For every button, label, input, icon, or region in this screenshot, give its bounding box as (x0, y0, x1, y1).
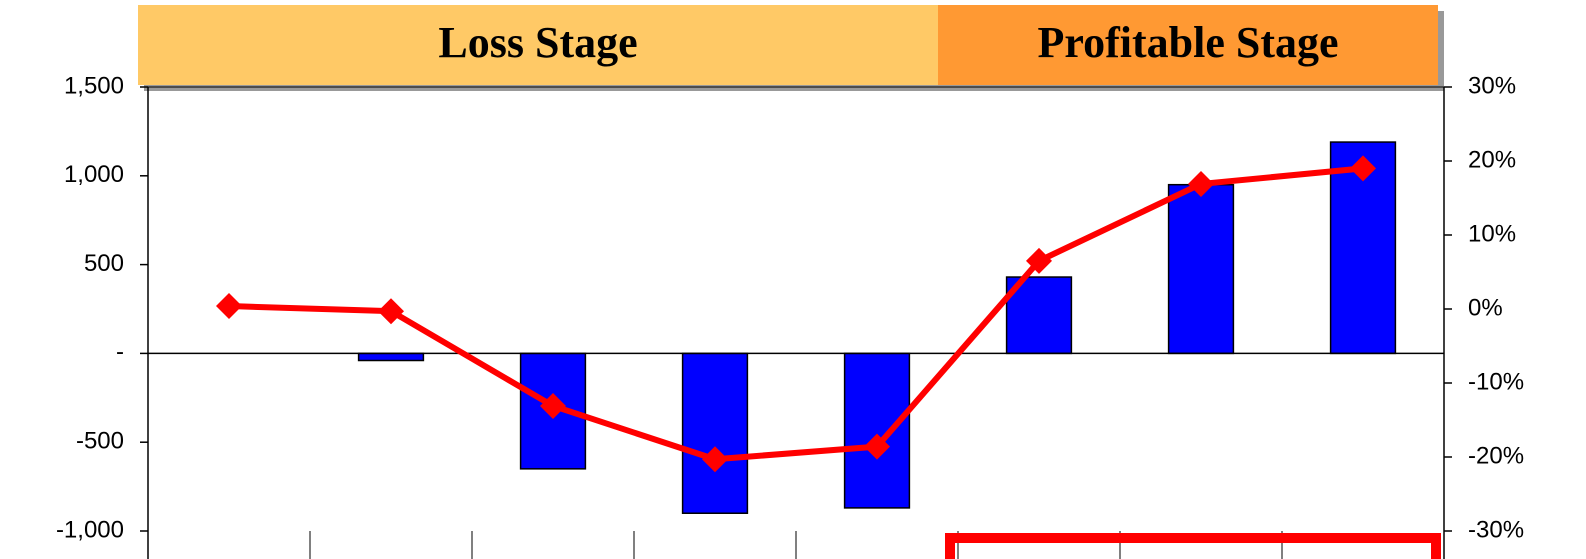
banner (938, 5, 1438, 85)
marker (1350, 155, 1376, 182)
marker (1188, 170, 1214, 197)
marker (864, 433, 890, 460)
marker (216, 293, 242, 320)
y2-tick-label: -20% (1468, 442, 1524, 469)
marker (378, 298, 404, 325)
y-tick-label: -500 (76, 428, 124, 455)
banner-text: Loss Stage (438, 18, 637, 67)
y2-tick-label: -30% (1468, 516, 1524, 543)
y2-tick-label: 10% (1468, 220, 1516, 247)
y2-tick-label: 30% (1468, 72, 1516, 99)
y-tick-label: -1,000 (56, 516, 124, 543)
y2-tick-label: -10% (1468, 368, 1524, 395)
banner-text: Profitable Stage (1037, 18, 1338, 67)
bar (1167, 183, 1235, 355)
y-tick-label: 500 (84, 250, 124, 277)
bar (843, 352, 911, 509)
marker (540, 392, 566, 419)
marker (1026, 247, 1052, 274)
highlight-box (945, 533, 1441, 559)
y-tick-label: 1,000 (64, 161, 124, 188)
y-tick-label: - (116, 339, 124, 366)
y2-tick-label: 0% (1468, 294, 1503, 321)
marker (702, 446, 728, 473)
bar (681, 352, 749, 514)
bar (357, 352, 425, 362)
banner (138, 5, 938, 85)
y-tick-label: 1,500 (64, 72, 124, 99)
y2-tick-label: 20% (1468, 146, 1516, 173)
line (228, 165, 1364, 463)
